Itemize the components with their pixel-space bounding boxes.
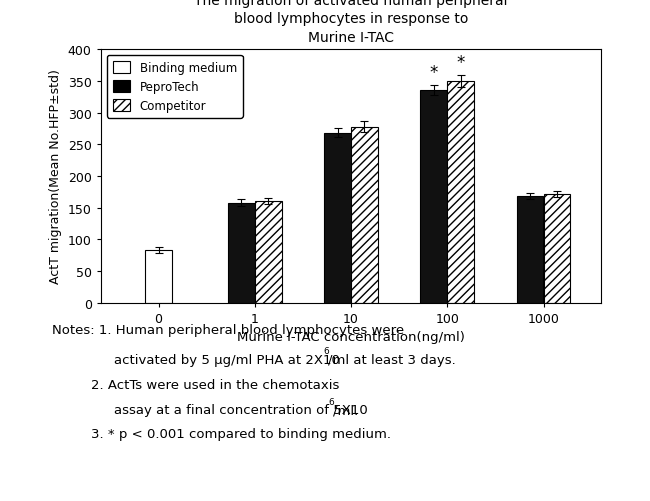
Text: Notes: 1. Human peripheral blood lymphocytes were: Notes: 1. Human peripheral blood lymphoc…: [52, 323, 404, 336]
Text: activated by 5 μg/ml PHA at 2X10: activated by 5 μg/ml PHA at 2X10: [114, 353, 339, 366]
Bar: [145, 250, 172, 303]
Text: assay at a final concentration of 5X10: assay at a final concentration of 5X10: [114, 403, 367, 416]
Y-axis label: ActT migration(Mean No.HFP±std): ActT migration(Mean No.HFP±std): [49, 69, 62, 284]
Bar: [255, 201, 281, 303]
Bar: [517, 197, 543, 303]
Text: *: *: [456, 54, 465, 72]
Text: 3. * p < 0.001 compared to binding medium.: 3. * p < 0.001 compared to binding mediu…: [91, 427, 391, 440]
Text: 6: 6: [324, 347, 330, 356]
Bar: [421, 91, 447, 303]
Text: *: *: [430, 64, 438, 82]
Text: 2. ActTs were used in the chemotaxis: 2. ActTs were used in the chemotaxis: [91, 378, 339, 391]
Text: /ml.: /ml.: [333, 403, 358, 416]
Bar: [543, 194, 571, 303]
Bar: [447, 82, 474, 303]
Legend: Binding medium, PeproTech, Competitor: Binding medium, PeproTech, Competitor: [107, 56, 243, 119]
Text: 6: 6: [328, 397, 334, 406]
Bar: [351, 127, 378, 303]
Title: The migration of activated human peripheral
blood lymphocytes in response to
Mur: The migration of activated human periphe…: [194, 0, 508, 45]
Text: /ml at least 3 days.: /ml at least 3 days.: [328, 353, 456, 366]
X-axis label: Murine I-TAC concentration(ng/ml): Murine I-TAC concentration(ng/ml): [237, 331, 465, 344]
Bar: [227, 203, 255, 303]
Bar: [324, 134, 351, 303]
